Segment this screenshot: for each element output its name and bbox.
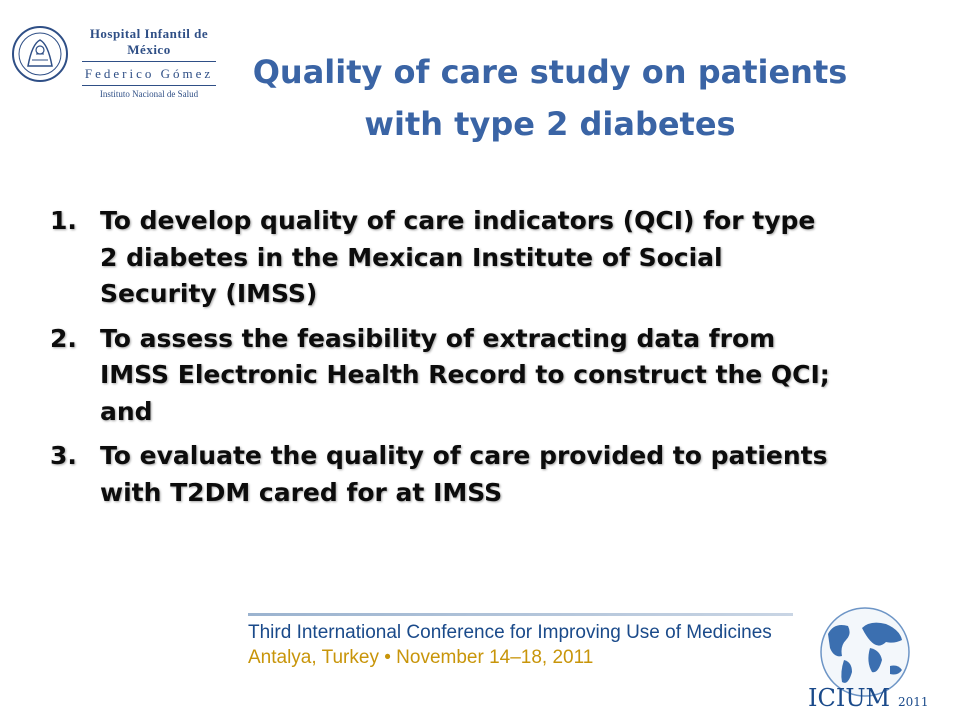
objectives-list: 1. To develop quality of care indicators… — [50, 203, 830, 519]
icium-logo-text: ICIUM — [808, 684, 890, 712]
hospital-institute: Instituto Nacional de Salud — [99, 89, 199, 99]
conference-title: Third International Conference for Impro… — [248, 622, 772, 643]
hospital-rule — [82, 61, 216, 62]
icium-logo: ICIUM 2011 — [808, 607, 929, 712]
hospital-name: Hospital Infantil de México — [89, 26, 209, 57]
objective-number: 3. — [50, 441, 77, 470]
hospital-logo-text: Hospital Infantil de México Federico Góm… — [74, 26, 224, 99]
hospital-subname: Federico Gómez — [84, 66, 214, 81]
objective-text: To evaluate the quality of care provided… — [100, 441, 828, 507]
hospital-seal-icon — [12, 26, 68, 82]
objective-text: To develop quality of care indicators (Q… — [100, 206, 816, 308]
objective-item: 3. To evaluate the quality of care provi… — [50, 438, 830, 511]
objective-number: 1. — [50, 206, 77, 235]
icium-logo-year: 2011 — [898, 695, 929, 709]
world-map-icon — [828, 622, 902, 683]
objective-text: To assess the feasibility of extracting … — [100, 323, 830, 426]
footer-divider — [248, 613, 793, 616]
objective-item: 2. To assess the feasibility of extracti… — [50, 321, 830, 431]
slide-title-line2: with type 2 diabetes — [364, 105, 736, 143]
conference-location-date: Antalya, Turkey • November 14–18, 2011 — [248, 647, 594, 668]
objective-number: 2. — [50, 323, 77, 353]
hospital-logo: Hospital Infantil de México Federico Góm… — [10, 24, 220, 100]
slide-title: Quality of care study on patients with t… — [200, 46, 900, 150]
slide-title-line1: Quality of care study on patients — [252, 53, 848, 91]
objective-item: 1. To develop quality of care indicators… — [50, 203, 830, 313]
hospital-rule — [82, 85, 216, 86]
